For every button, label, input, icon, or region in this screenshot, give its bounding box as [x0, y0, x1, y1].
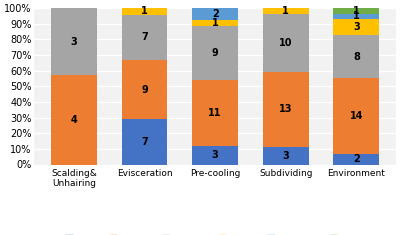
Bar — [122, 8, 168, 15]
Bar — [263, 72, 309, 147]
Text: 4: 4 — [70, 115, 77, 125]
Text: 3: 3 — [282, 151, 289, 161]
Text: 9: 9 — [141, 85, 148, 95]
Bar — [263, 147, 309, 164]
Text: 9: 9 — [212, 48, 218, 58]
Bar — [263, 14, 309, 72]
Text: 14: 14 — [350, 111, 363, 121]
Bar — [192, 80, 238, 146]
Bar — [334, 154, 380, 164]
Bar — [192, 8, 238, 20]
Bar — [192, 20, 238, 26]
Bar — [334, 78, 380, 154]
Text: 3: 3 — [353, 22, 360, 32]
Text: 11: 11 — [208, 108, 222, 118]
Text: 2: 2 — [353, 154, 360, 164]
Text: 10: 10 — [279, 38, 292, 48]
Bar — [263, 8, 309, 14]
Text: 1: 1 — [212, 18, 218, 28]
Bar — [122, 119, 168, 164]
Text: 1: 1 — [353, 11, 360, 21]
Text: 2: 2 — [212, 9, 218, 19]
Text: 3: 3 — [212, 150, 218, 161]
Bar — [51, 75, 97, 164]
Legend: Indiana, Kentucky, Enteritidis, Corvallis, I 4,[5],12:i:-, Hadar: Indiana, Kentucky, Enteritidis, Corvalli… — [62, 231, 368, 235]
Bar — [122, 15, 168, 60]
Text: 7: 7 — [141, 32, 148, 43]
Text: 1: 1 — [141, 6, 148, 16]
Bar — [334, 35, 380, 78]
Bar — [192, 146, 238, 164]
Bar — [334, 14, 380, 19]
Bar — [334, 8, 380, 14]
Bar — [51, 8, 97, 75]
Text: 3: 3 — [70, 37, 77, 47]
Bar — [192, 26, 238, 80]
Text: 1: 1 — [353, 6, 360, 16]
Text: 7: 7 — [141, 137, 148, 147]
Bar — [122, 60, 168, 119]
Text: 1: 1 — [282, 6, 289, 16]
Bar — [334, 19, 380, 35]
Text: 13: 13 — [279, 105, 292, 114]
Text: 8: 8 — [353, 52, 360, 62]
